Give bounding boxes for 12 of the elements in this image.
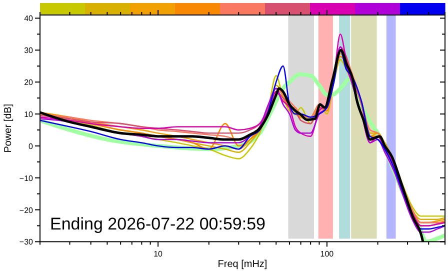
x-tick-label: 100 xyxy=(320,250,334,259)
y-tick-label: 30 xyxy=(24,46,34,56)
y-tick-label: 10 xyxy=(24,110,34,119)
x-axis-title: Freq [mHz] xyxy=(218,259,268,270)
y-tick-label: 40 xyxy=(24,14,34,24)
y-tick-label: 0 xyxy=(28,142,34,151)
y-tick-label: −20 xyxy=(19,206,34,215)
y-tick-label: 20 xyxy=(24,78,34,88)
y-axis-title: Power [dB] xyxy=(3,104,14,153)
y-tick-label: −30 xyxy=(19,238,34,247)
y-tick-label: −10 xyxy=(19,174,34,183)
annotation: Ending 2026-07-22 00:59:59 xyxy=(50,214,266,234)
